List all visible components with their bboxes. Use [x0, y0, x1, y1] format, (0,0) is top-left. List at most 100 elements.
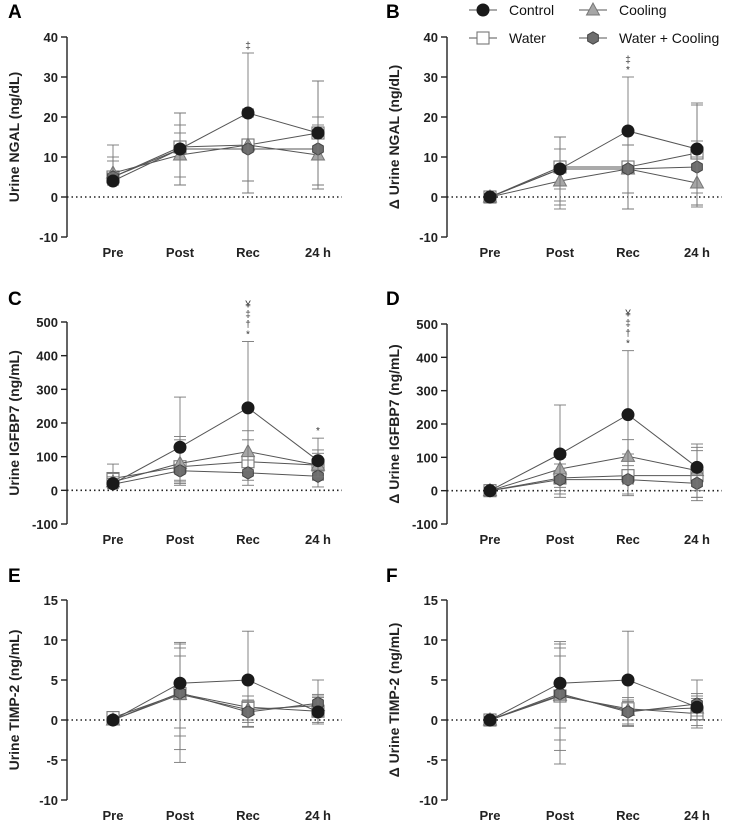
y-tick-label: 400 — [416, 350, 438, 365]
legend-item-control: Control — [469, 2, 554, 18]
data-point — [690, 460, 704, 474]
series-cooling — [105, 643, 326, 751]
data-point — [483, 484, 497, 498]
series-line — [112, 407, 319, 485]
data-point — [483, 713, 497, 727]
y-axis-label: Δ Urine IGFBP7 (ng/mL) — [386, 344, 402, 503]
series-line — [489, 166, 698, 198]
x-tick-label: Pre — [103, 808, 124, 823]
y-tick-label: 5 — [51, 673, 58, 688]
data-point — [106, 174, 120, 188]
series-line — [112, 112, 319, 182]
significance-marker: ‡ — [245, 41, 251, 52]
legend-label: Cooling — [619, 2, 666, 18]
panel-letter: A — [8, 2, 22, 23]
y-tick-label: 0 — [431, 484, 438, 499]
y-tick-label: 0 — [431, 190, 438, 205]
data-point — [173, 676, 187, 690]
panel-f: F -10 -5 0 5 10 15 Pre Post Rec 24 h Δ Urine TIMP-2… — [386, 566, 722, 823]
x-tick-label: 24 h — [684, 245, 710, 260]
significance-marker: ‡ — [625, 319, 631, 330]
y-tick-label: -10 — [419, 793, 438, 808]
series-control — [483, 630, 704, 765]
y-tick-label: 300 — [416, 384, 438, 399]
data-point — [311, 705, 325, 719]
series-line — [112, 692, 319, 721]
y-axis-label: Urine NGAL (ng/dL) — [6, 72, 22, 202]
series-control — [483, 350, 704, 502]
legend-item-cooling: Cooling — [579, 1, 666, 18]
panel-c: C -100 0 100 200 300 400 500 Pre Post Rec 24 h Urine… — [6, 289, 342, 547]
y-tick-label: 15 — [424, 593, 438, 608]
y-tick-label: 10 — [424, 633, 438, 648]
legend-marker-control — [476, 3, 490, 17]
x-tick-label: Pre — [480, 532, 501, 547]
series-line — [489, 152, 698, 198]
series-water — [483, 104, 704, 210]
x-tick-label: Rec — [616, 245, 640, 260]
legend-marker-water-cooling — [587, 31, 599, 45]
x-tick-label: Post — [546, 808, 575, 823]
y-tick-label: -100 — [412, 517, 438, 532]
series-water — [483, 446, 704, 498]
series-control — [106, 341, 325, 491]
series-line — [112, 679, 319, 721]
y-tick-label: 20 — [44, 110, 58, 125]
y-tick-label: 100 — [416, 450, 438, 465]
data-point — [690, 142, 704, 156]
x-tick-label: Pre — [480, 808, 501, 823]
significance-marker: † — [625, 329, 631, 340]
series-line — [112, 470, 319, 485]
y-tick-label: -100 — [32, 517, 58, 532]
data-point — [241, 106, 255, 120]
legend-label: Water + Cooling — [619, 30, 719, 46]
series-line — [112, 693, 319, 719]
legend: Control Cooling Water Water + Cooling — [469, 1, 719, 46]
y-tick-label: 40 — [44, 30, 58, 45]
x-tick-label: Post — [546, 532, 575, 547]
series-line — [489, 475, 697, 492]
y-tick-label: -10 — [39, 793, 58, 808]
data-point — [553, 447, 567, 461]
data-point — [173, 440, 187, 454]
x-tick-label: 24 h — [305, 532, 331, 547]
y-axis-label: Δ Urine TIMP-2 (ng/mL) — [386, 623, 402, 778]
significance-marker: * — [626, 65, 630, 76]
data-point — [106, 477, 120, 491]
panel-b: B -10 0 10 20 30 40 Pre Post Rec 24 h Δ Urine NGAL … — [386, 2, 722, 260]
y-tick-label: -5 — [46, 753, 58, 768]
panel-a: A -10 0 10 20 30 40 Pre Post Rec 24 h Urine NGAL (n… — [6, 2, 342, 260]
y-tick-label: 10 — [424, 150, 438, 165]
data-point — [553, 676, 567, 690]
panel-letter: B — [386, 2, 400, 23]
x-tick-label: Post — [166, 245, 195, 260]
significance-marker: * — [316, 426, 320, 437]
significance-marker: ¥ — [244, 300, 251, 311]
y-tick-label: 100 — [36, 450, 58, 465]
series-line — [112, 148, 318, 178]
significance-marker: ¥ — [624, 309, 631, 320]
series-line — [112, 132, 319, 178]
y-tick-label: 0 — [51, 190, 58, 205]
y-tick-label: -10 — [419, 230, 438, 245]
y-tick-label: 40 — [424, 30, 438, 45]
y-tick-label: 15 — [44, 593, 58, 608]
data-point — [311, 126, 325, 140]
series-water — [106, 647, 325, 737]
x-tick-label: 24 h — [305, 808, 331, 823]
series-water-cooling — [107, 449, 324, 492]
significance-marker: * — [626, 339, 630, 350]
legend-item-water: Water — [469, 30, 546, 46]
data-point — [621, 673, 635, 687]
series-line — [489, 455, 698, 492]
x-tick-label: Pre — [480, 245, 501, 260]
y-tick-label: 200 — [416, 417, 438, 432]
series-line — [489, 130, 698, 198]
data-point — [690, 700, 704, 714]
significance-marker: * — [246, 330, 250, 341]
x-tick-label: Post — [546, 245, 575, 260]
legend-label: Water — [509, 30, 546, 46]
legend-marker-cooling — [585, 1, 601, 16]
y-axis-label: Urine TIMP-2 (ng/mL) — [6, 630, 22, 771]
